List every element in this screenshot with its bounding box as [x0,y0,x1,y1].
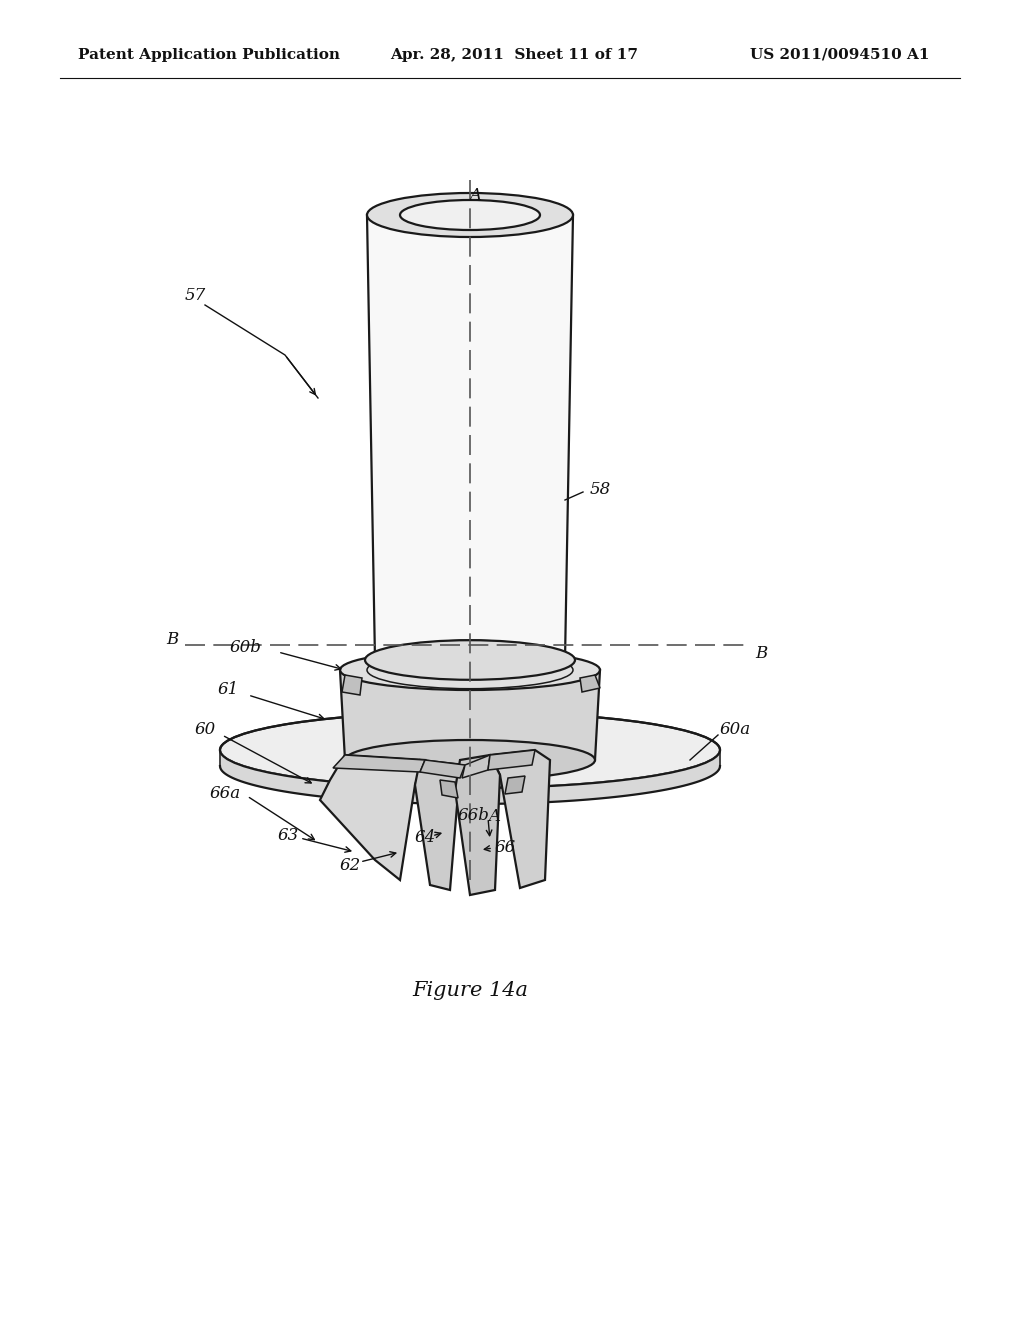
Text: 60b: 60b [230,639,262,656]
Ellipse shape [220,711,720,788]
Text: 60: 60 [195,722,216,738]
Text: A: A [469,186,481,203]
Polygon shape [415,760,465,890]
Text: 66: 66 [495,840,516,857]
Polygon shape [505,776,525,795]
Text: Apr. 28, 2011  Sheet 11 of 17: Apr. 28, 2011 Sheet 11 of 17 [390,48,638,62]
Polygon shape [580,675,600,692]
Polygon shape [440,780,458,799]
Text: 66b: 66b [458,807,489,824]
Polygon shape [220,750,720,804]
Text: 57: 57 [185,286,206,304]
Text: 66a: 66a [210,784,241,801]
Text: Patent Application Publication: Patent Application Publication [78,48,340,62]
Text: A: A [488,808,500,825]
Polygon shape [367,215,573,660]
Ellipse shape [367,193,573,238]
Polygon shape [420,760,465,777]
Text: US 2011/0094510 A1: US 2011/0094510 A1 [750,48,930,62]
Polygon shape [340,671,600,760]
Polygon shape [490,750,550,888]
Polygon shape [455,755,500,895]
Polygon shape [488,750,535,770]
Text: 64: 64 [415,829,436,846]
Text: 62: 62 [340,858,361,874]
Text: 61: 61 [218,681,240,698]
Text: B: B [166,631,178,648]
Ellipse shape [400,201,540,230]
Polygon shape [333,755,425,772]
Polygon shape [462,755,490,777]
Polygon shape [319,755,425,880]
Text: Figure 14a: Figure 14a [412,981,528,999]
Text: 63: 63 [278,828,299,845]
Ellipse shape [365,640,575,680]
Ellipse shape [340,649,600,690]
Ellipse shape [345,741,595,780]
Text: 60a: 60a [720,722,752,738]
Text: 58: 58 [590,482,611,499]
Polygon shape [342,675,362,696]
Text: B: B [755,644,767,661]
